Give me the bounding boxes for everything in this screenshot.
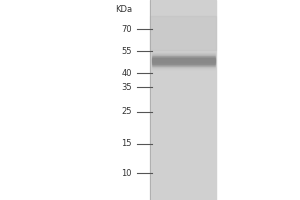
Bar <box>152 68 214 69</box>
Bar <box>152 67 214 68</box>
Bar <box>152 56 214 57</box>
Bar <box>150 0 216 200</box>
Text: 15: 15 <box>122 140 132 148</box>
Bar <box>152 57 214 58</box>
Bar <box>152 60 214 61</box>
Bar <box>152 59 214 60</box>
Bar <box>152 63 214 64</box>
Text: 25: 25 <box>122 108 132 116</box>
Text: 35: 35 <box>122 83 132 92</box>
Text: 40: 40 <box>122 68 132 77</box>
Bar <box>152 61 214 62</box>
Bar <box>152 55 214 56</box>
Bar <box>152 64 214 65</box>
Bar <box>152 54 214 55</box>
Bar <box>152 53 214 54</box>
Bar <box>152 58 214 59</box>
Bar <box>152 52 214 53</box>
Text: 70: 70 <box>122 24 132 33</box>
Bar <box>150 16 216 50</box>
Bar <box>152 62 214 63</box>
Text: 55: 55 <box>122 46 132 55</box>
Bar <box>152 65 214 66</box>
Text: 10: 10 <box>122 168 132 178</box>
Bar <box>152 66 214 67</box>
Text: KDa: KDa <box>115 4 132 14</box>
